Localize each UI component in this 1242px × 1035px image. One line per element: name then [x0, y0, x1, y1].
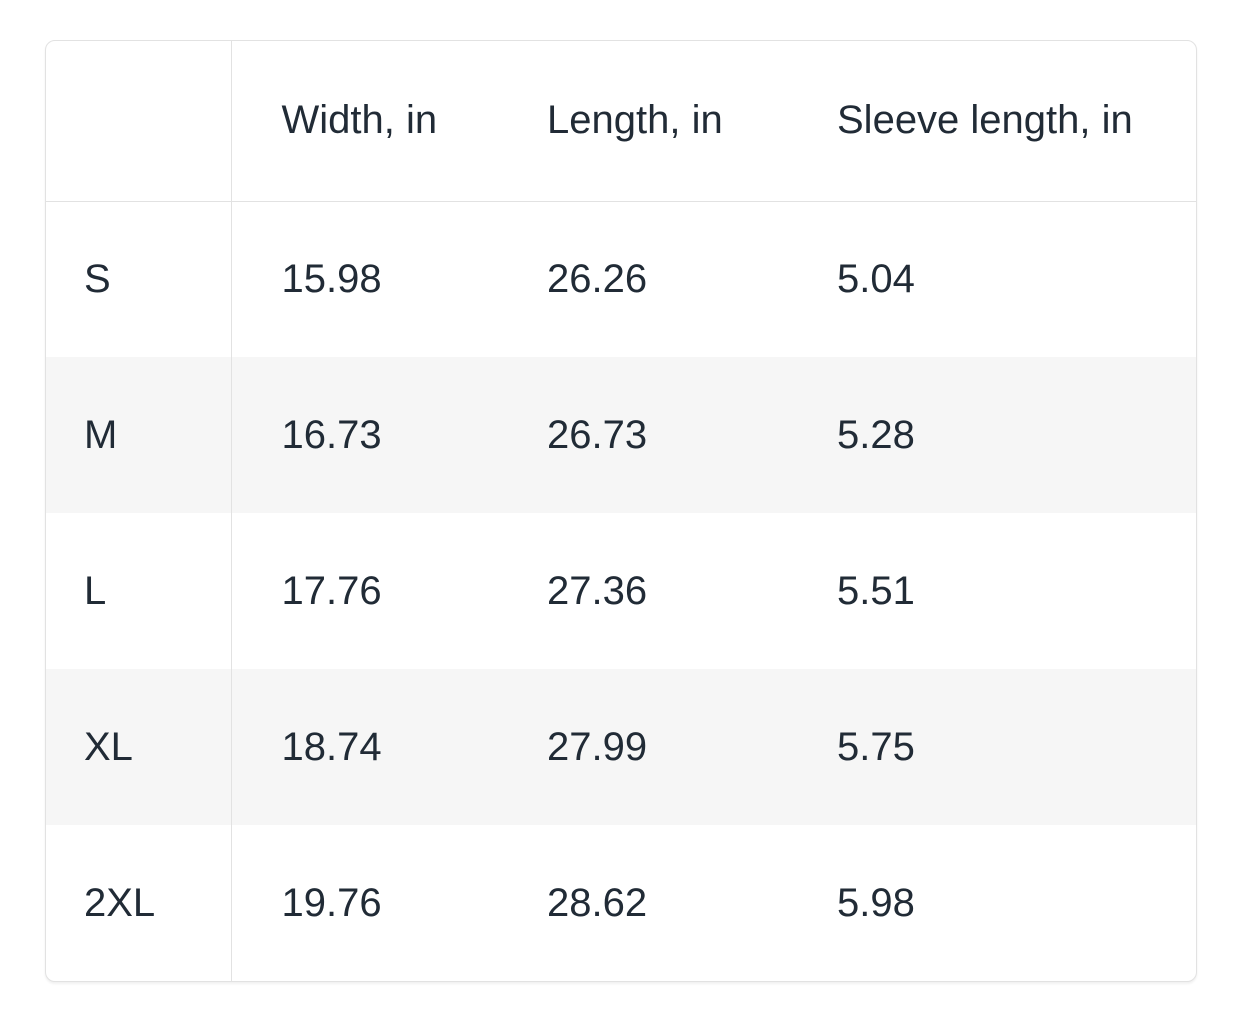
length-value: 28.62 [547, 880, 648, 925]
length-value: 27.36 [547, 568, 648, 613]
width-value: 16.73 [281, 412, 382, 457]
size-chart-table: Width, in Length, in Sleeve length, in S… [46, 41, 1196, 981]
size-label: XL [46, 669, 232, 825]
length-value: 26.26 [547, 256, 648, 301]
width-value: 15.98 [281, 256, 382, 301]
table-row-l: L 17.76 27.36 5.51 [46, 513, 1196, 669]
size-label: 2XL [46, 825, 232, 981]
size-chart-card: Width, in Length, in Sleeve length, in S… [45, 40, 1197, 982]
sleeve-length-value: 5.28 [837, 412, 915, 457]
width-value: 19.76 [281, 880, 382, 925]
size-label: S [46, 201, 232, 357]
sleeve-length-value: 5.75 [837, 724, 915, 769]
length-value: 26.73 [547, 412, 648, 457]
size-label: M [46, 357, 232, 513]
table-body: S 15.98 26.26 5.04 M 16.73 26.73 5.28 L … [46, 201, 1196, 981]
size-label: L [46, 513, 232, 669]
header-cell-size [46, 41, 232, 202]
table-row-s: S 15.98 26.26 5.04 [46, 201, 1196, 357]
width-value: 17.76 [281, 568, 382, 613]
table-header: Width, in Length, in Sleeve length, in [46, 41, 1196, 202]
sleeve-length-value: 5.04 [837, 256, 915, 301]
sleeve-length-value: 5.51 [837, 568, 915, 613]
sleeve-length-value: 5.98 [837, 880, 915, 925]
table-row-xl: XL 18.74 27.99 5.75 [46, 669, 1196, 825]
table-row-2xl: 2XL 19.76 28.62 5.98 [46, 825, 1196, 981]
length-value: 27.99 [547, 724, 648, 769]
header-cell-length: Length, in [497, 41, 787, 202]
header-row: Width, in Length, in Sleeve length, in [46, 41, 1196, 202]
table-row-m: M 16.73 26.73 5.28 [46, 357, 1196, 513]
width-value: 18.74 [281, 724, 382, 769]
header-cell-sleeve-length: Sleeve length, in [787, 41, 1196, 202]
header-cell-width: Width, in [231, 41, 497, 202]
